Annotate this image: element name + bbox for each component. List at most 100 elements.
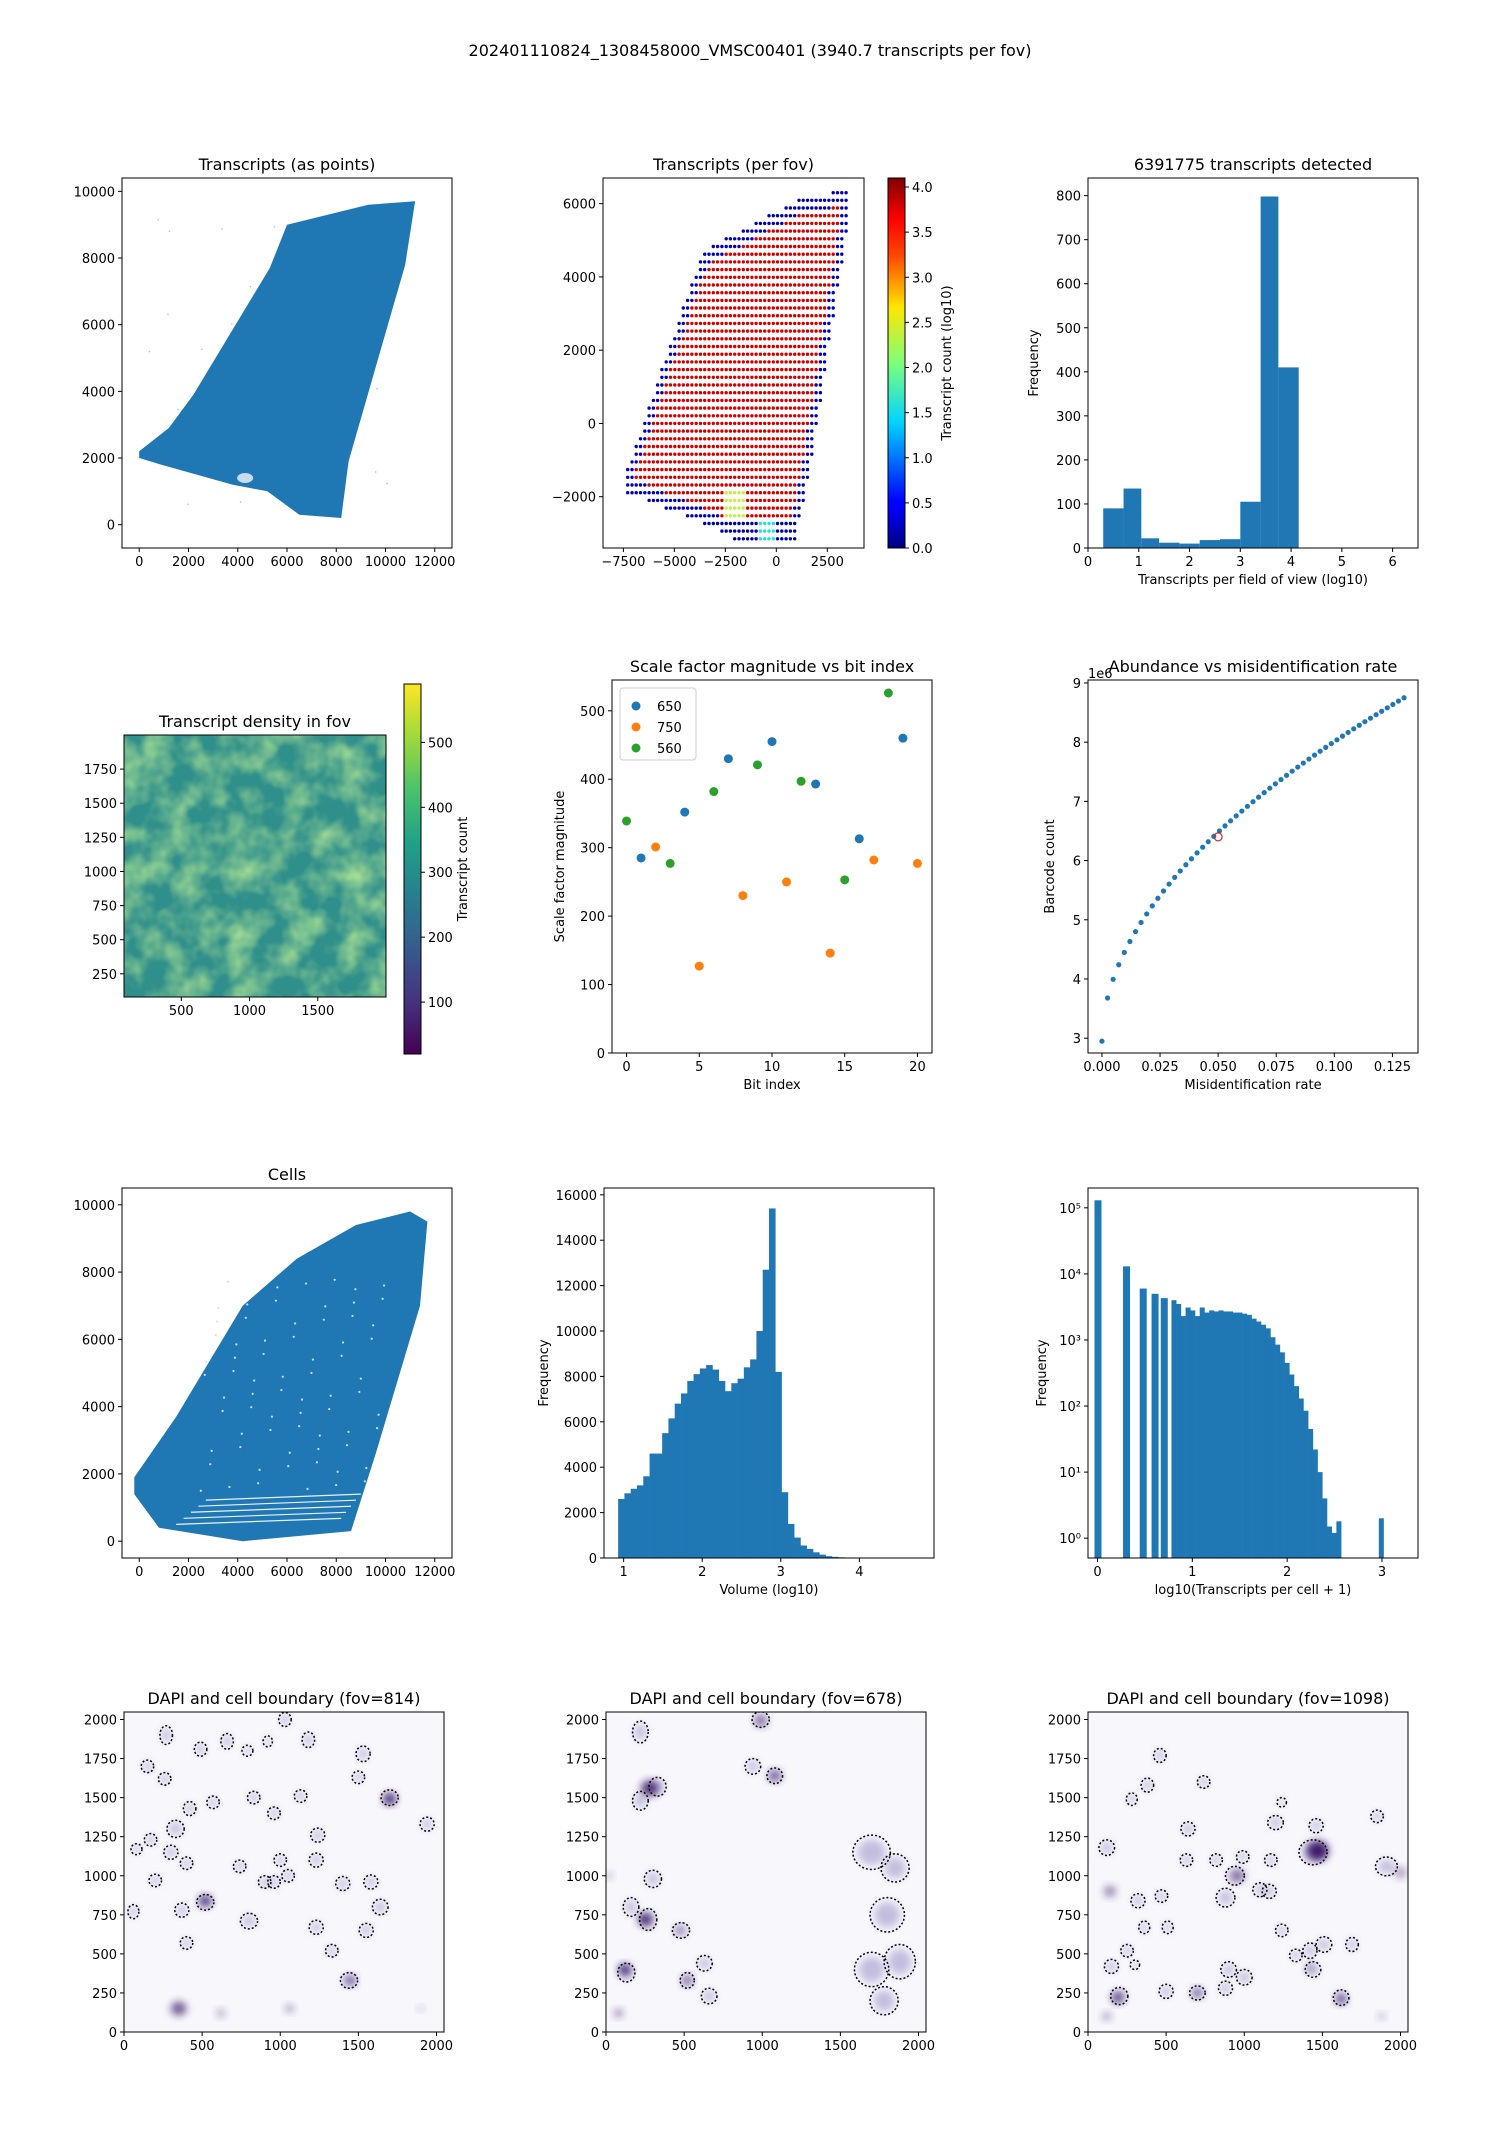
fov-point [767,344,771,349]
outlier-point [249,285,252,288]
fov-point [793,321,797,326]
cell-boundary [1374,1856,1399,1877]
fov-point [771,398,775,403]
fov-point [634,483,638,487]
fov-point [797,391,801,395]
fov-point [758,444,763,449]
fov-point [737,314,741,318]
histogram-bar [1171,1300,1177,1558]
fov-point [754,352,758,356]
fov-point [814,375,818,379]
fov-point [754,460,758,464]
fov-point [822,260,827,264]
fov-point [780,452,784,456]
fov-point [788,314,793,318]
fov-point [733,298,737,303]
y-tick-label: 700 [1056,234,1081,249]
fov-point [750,329,754,333]
fov-point [694,352,698,356]
histogram-bar [1270,1337,1276,1558]
fov-point [750,421,754,426]
fov-point [690,375,694,379]
x-tick-label: 10000 [365,1565,406,1580]
fov-point [711,514,715,518]
fov-point [775,460,780,464]
fov-point [711,475,715,479]
fov-point [797,252,801,256]
fov-point [711,375,715,379]
fov-point [750,467,754,472]
fov-point [737,260,741,264]
y-tick-label: 10³ [1059,1334,1081,1349]
fov-point [741,429,745,433]
fov-point [784,237,788,241]
data-point [898,733,908,743]
fov-point [677,506,681,510]
fov-point [780,483,784,487]
fov-point [728,483,733,487]
fov-point [694,483,698,487]
fov-point [827,337,831,341]
fov-point [638,460,643,464]
fov-point [728,460,733,464]
fov-point [767,391,771,395]
fov-point [750,283,754,287]
fov-point [703,321,707,326]
fov-point [707,406,711,410]
fov-point [655,391,660,395]
fov-point [750,337,754,341]
fov-point [733,537,737,541]
fov-point [690,291,694,295]
fov-point [733,252,737,256]
fov-point [840,244,844,249]
fov-point [763,252,767,256]
axes-frame [1087,177,1419,549]
x-tick-label: 0.075 [1258,1060,1295,1075]
fov-point [827,275,831,279]
fov-point [818,252,823,256]
fov-point [681,383,685,387]
histogram-bar [1180,1316,1186,1558]
fov-point [780,360,784,364]
fov-point [840,206,844,210]
fov-point [750,252,754,256]
fov-point [788,460,793,464]
fov-point [775,514,780,518]
histogram-bar [1223,1311,1229,1558]
fov-point [763,475,767,479]
fov-point [780,291,784,295]
fov-point [788,521,793,526]
fov-point [694,452,698,456]
fov-point [814,329,818,333]
fov-point [664,360,668,364]
fov-point [651,444,656,449]
fov-point [758,375,763,379]
fov-point [728,406,733,410]
fov-point [780,421,784,426]
fov-point [707,452,711,456]
fov-point [685,437,690,441]
fov-point [822,367,827,372]
fov-point [673,498,677,503]
figure-suptitle: 202401110824_1308458000_VMSC00401 (3940.… [469,41,1032,61]
nucleus [1269,1817,1282,1828]
gap-dot [270,1415,274,1418]
nucleus [1131,1961,1139,1969]
fov-point [741,360,745,364]
fov-point [810,375,814,379]
fov-point [840,229,844,233]
y-tick-label: 7 [1073,795,1081,810]
fov-point [741,529,745,533]
fov-point [797,367,801,372]
fov-point [694,383,698,387]
fov-point [724,244,728,249]
fov-point [698,306,703,310]
fov-point [793,360,797,364]
fov-point [737,506,741,510]
fov-point [801,206,805,210]
dapi-blob [417,2005,424,2012]
fov-point [677,475,681,479]
fov-point [767,537,771,541]
fov-point [733,275,737,279]
gap-dot [376,1426,379,1430]
